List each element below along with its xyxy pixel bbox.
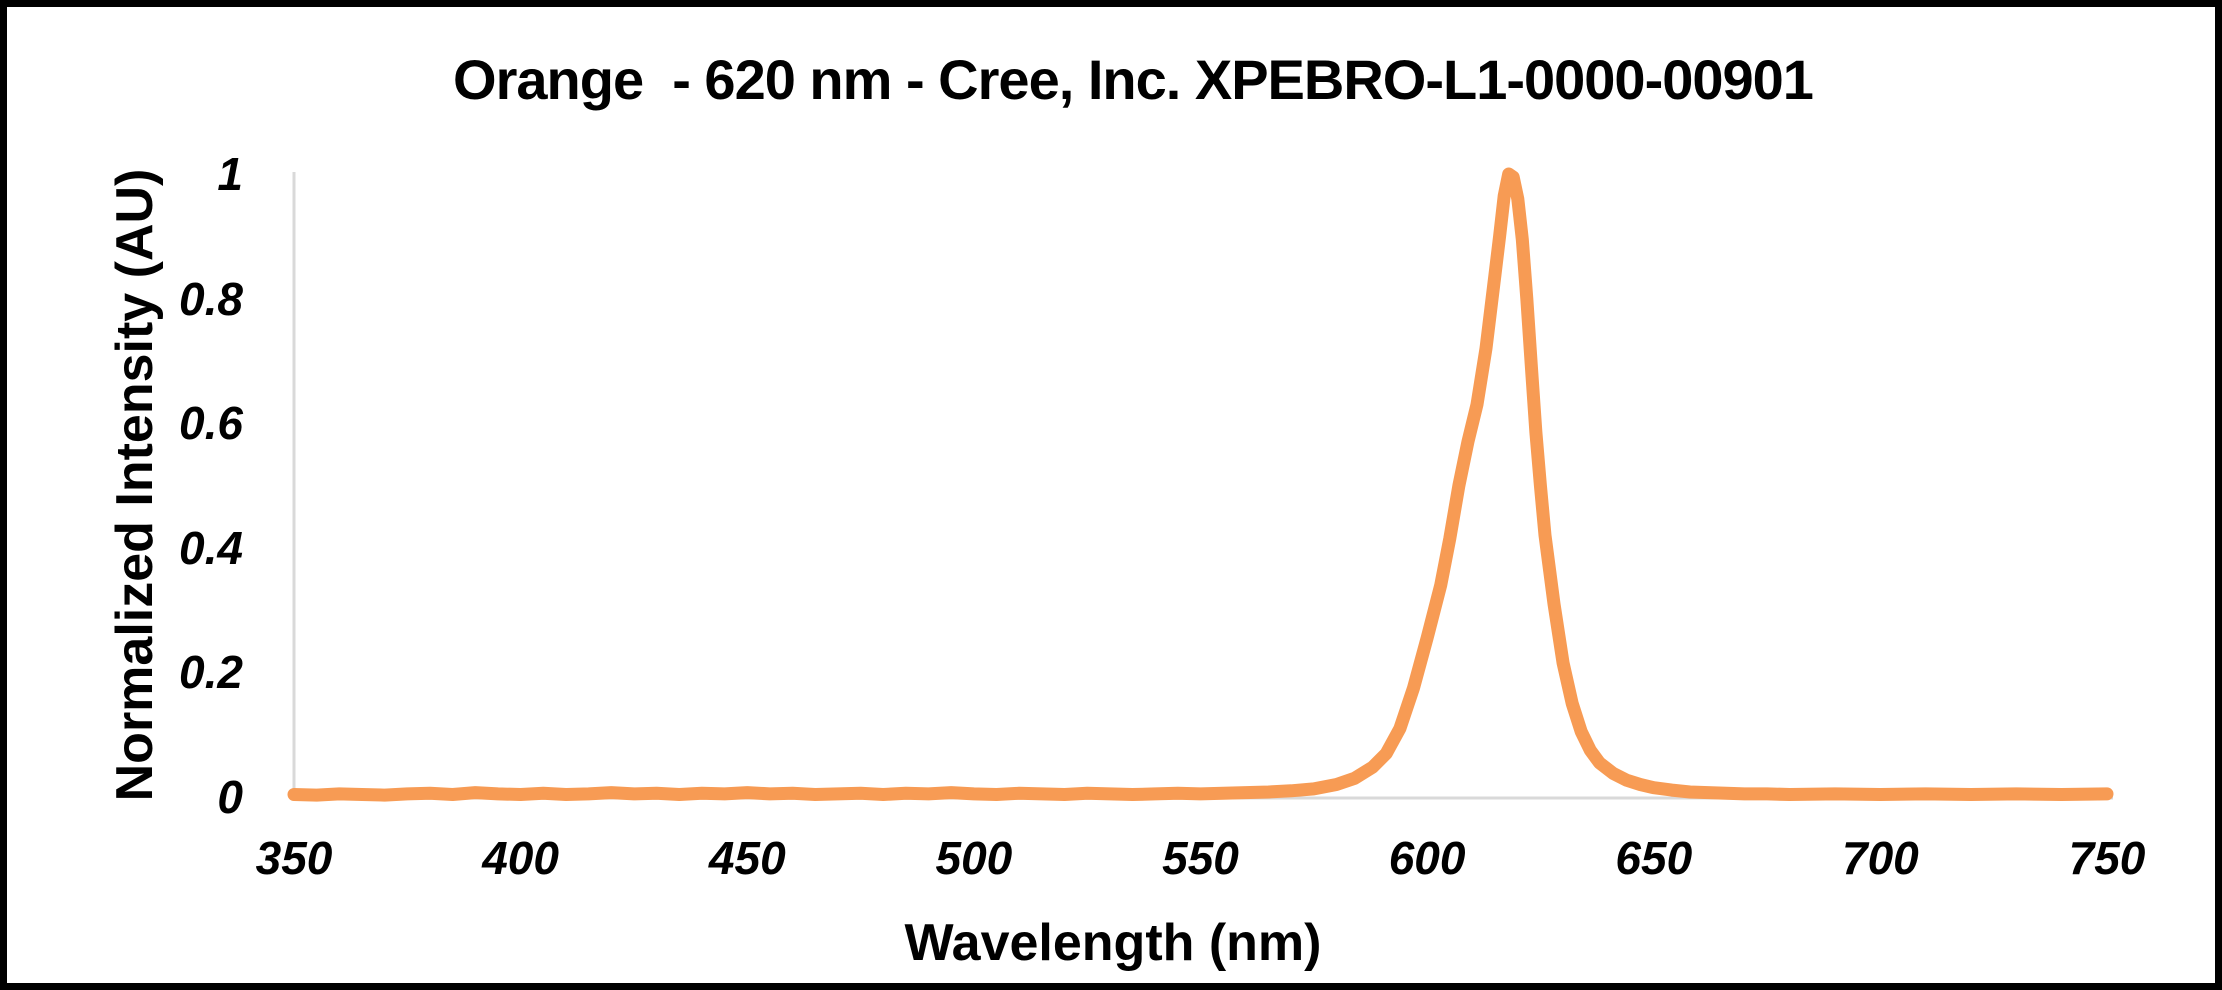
y-tick-1: 1 (217, 148, 243, 200)
x-tick-500: 500 (935, 832, 1013, 884)
x-tick-400: 400 (482, 832, 559, 884)
y-axis-title: Normalized Intensity (AU) (106, 168, 164, 802)
y-tick-0.2: 0.2 (179, 646, 243, 699)
x-tick-650: 650 (1615, 832, 1693, 884)
x-tick-450: 450 (708, 832, 786, 884)
x-tick-550: 550 (1162, 832, 1239, 884)
y-tick-0.6: 0.6 (179, 397, 243, 450)
x-axis-title: Wavelength (nm) (904, 914, 1322, 972)
x-tick-350: 350 (255, 832, 333, 884)
x-tick-700: 700 (1842, 832, 1919, 884)
x-tick-750: 750 (2068, 832, 2146, 884)
spectrum-line (287, 167, 2114, 802)
y-tick-0: 0 (217, 771, 243, 823)
y-tick-0.8: 0.8 (179, 272, 243, 325)
x-tick-600: 600 (1388, 832, 1466, 884)
plot-area (287, 167, 2114, 802)
chart-title: Orange - 620 nm - Cree, Inc. XPEBRO-L1-0… (453, 48, 1814, 111)
y-tick-0.4: 0.4 (179, 521, 243, 574)
